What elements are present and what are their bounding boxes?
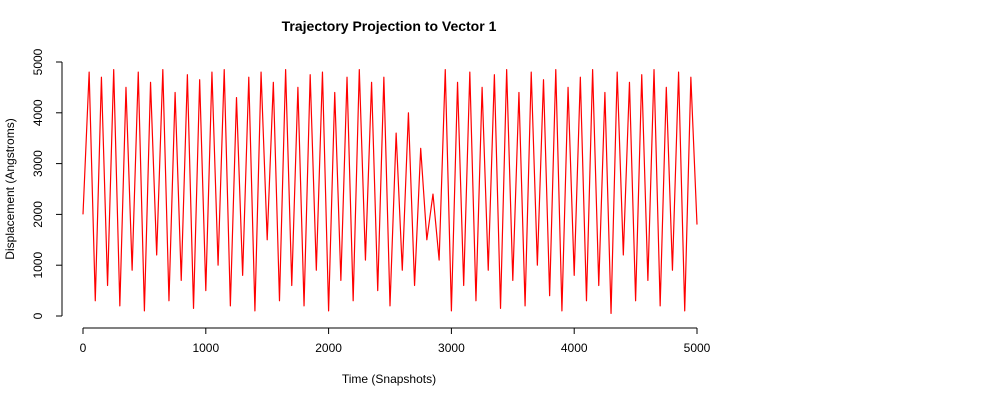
x-tick-label: 0: [80, 341, 87, 355]
x-tick-label: 5000: [684, 341, 711, 355]
series-line: [82, 69, 698, 315]
x-tick-label: 1000: [192, 341, 219, 355]
y-axis-label: Displacement (Angstroms): [3, 118, 17, 259]
chart-title: Trajectory Projection to Vector 1: [282, 18, 497, 34]
x-tick-label: 4000: [561, 341, 588, 355]
x-tick-label: 2000: [315, 341, 342, 355]
y-tick-label: 3000: [31, 150, 45, 177]
y-tick-label: 2000: [31, 201, 45, 228]
y-tick-label: 1000: [31, 252, 45, 279]
x-tick-label: 3000: [438, 341, 465, 355]
y-tick-label: 4000: [31, 99, 45, 126]
x-axis-label: Time (Snapshots): [342, 372, 436, 386]
y-tick-label: 0: [31, 312, 45, 319]
y-tick-label: 5000: [31, 48, 45, 75]
